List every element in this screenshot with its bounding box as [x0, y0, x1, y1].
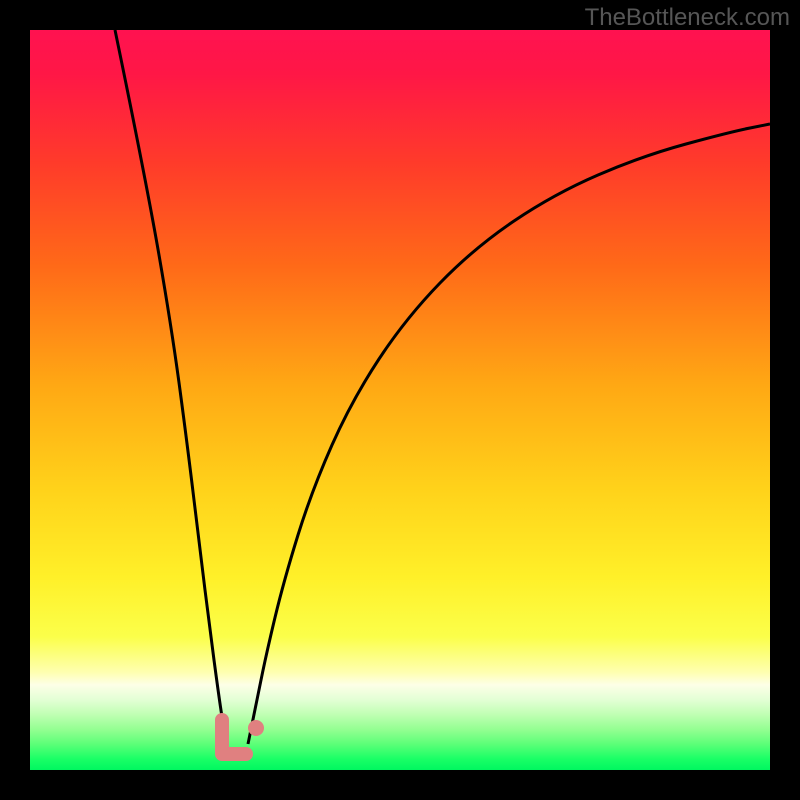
curve-left-arm: [115, 30, 227, 744]
valley-marker-l: [222, 720, 246, 754]
valley-marker-dot: [248, 720, 264, 736]
chart-plot-svg: [0, 0, 800, 800]
branding-watermark: TheBottleneck.com: [585, 4, 790, 32]
curve-right-arm: [248, 124, 770, 744]
